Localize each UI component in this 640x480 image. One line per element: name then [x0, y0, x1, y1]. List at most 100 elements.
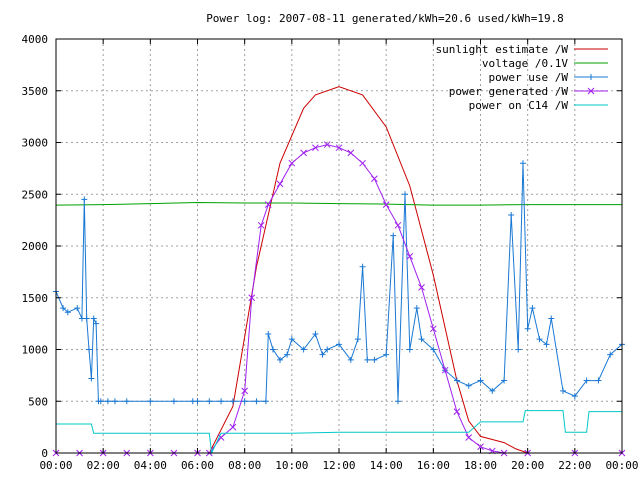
- data-point: [217, 434, 225, 441]
- data-point: [515, 346, 522, 353]
- data-point: [390, 232, 397, 239]
- series-2: [53, 160, 625, 405]
- legend-label: power on C14 /W: [469, 99, 569, 112]
- series-1: [55, 201, 622, 206]
- data-point: [269, 346, 276, 353]
- data-point: [543, 341, 550, 348]
- legend-marker: [588, 74, 594, 80]
- data-point: [406, 252, 414, 260]
- data-point: [536, 336, 543, 343]
- legend-label: sunlight estimate /W: [436, 43, 569, 56]
- data-point: [382, 201, 390, 208]
- series-line: [56, 410, 622, 455]
- data-point: [354, 336, 361, 343]
- x-tick-label: 10:00: [275, 459, 308, 472]
- data-point: [248, 294, 256, 302]
- data-point: [402, 191, 409, 198]
- data-point: [477, 377, 484, 384]
- series-3: [52, 141, 626, 457]
- x-tick-label: 18:00: [464, 459, 497, 472]
- data-point: [262, 398, 269, 405]
- y-tick-label: 2500: [22, 188, 49, 201]
- data-point: [277, 356, 284, 363]
- data-point: [501, 377, 508, 384]
- data-point: [465, 382, 472, 389]
- series-0: [208, 86, 528, 454]
- data-point: [394, 221, 402, 229]
- data-point: [453, 377, 460, 384]
- data-point: [508, 211, 515, 218]
- legend-label: voltage /0.1V: [482, 57, 568, 70]
- data-point: [524, 325, 531, 332]
- data-point: [359, 263, 366, 270]
- data-point: [170, 398, 177, 405]
- data-point: [300, 149, 307, 157]
- data-point: [347, 356, 354, 363]
- data-point: [284, 351, 291, 358]
- data-point: [529, 305, 536, 312]
- data-point: [64, 309, 71, 316]
- axis-ticks: 00:00 02:00 04:00 06:00 08:00 10:00 12:00 14:00…: [22, 33, 639, 472]
- series-line: [208, 86, 528, 454]
- data-point: [288, 336, 295, 343]
- data-point: [418, 284, 425, 291]
- y-tick-label: 3000: [22, 137, 49, 150]
- data-point: [276, 180, 284, 188]
- data-point: [264, 201, 272, 208]
- data-point: [300, 346, 307, 353]
- legend-marker: [587, 87, 595, 95]
- data-point: [218, 398, 225, 405]
- data-point: [241, 387, 249, 395]
- y-tick-label: 500: [28, 395, 48, 408]
- data-point: [560, 387, 567, 394]
- data-point: [90, 315, 97, 322]
- data-point: [288, 159, 296, 167]
- data-point: [229, 398, 236, 405]
- data-point: [413, 305, 420, 312]
- grid-lines: [56, 39, 622, 453]
- y-tick-label: 1500: [22, 292, 49, 305]
- data-point: [123, 398, 130, 405]
- y-tick-label: 1000: [22, 344, 49, 357]
- data-point: [83, 315, 90, 322]
- data-point: [418, 336, 425, 343]
- data-point: [548, 315, 555, 322]
- x-tick-label: 04:00: [134, 459, 167, 472]
- data-point: [81, 196, 88, 203]
- y-tick-label: 2000: [22, 240, 49, 253]
- data-point: [430, 346, 437, 353]
- data-point: [206, 398, 213, 405]
- x-tick-label: 08:00: [228, 459, 261, 472]
- series-layer: [52, 86, 626, 457]
- data-point: [607, 351, 614, 358]
- x-tick-label: 00:00: [605, 459, 638, 472]
- data-point: [147, 398, 154, 405]
- chart-title: Power log: 2007-08-11 generated/kWh=20.6…: [206, 12, 564, 25]
- data-point: [335, 144, 343, 152]
- data-point: [323, 141, 331, 148]
- data-point: [265, 330, 272, 337]
- data-point: [336, 341, 342, 348]
- x-tick-label: 20:00: [511, 459, 544, 472]
- data-point: [347, 149, 355, 157]
- data-point: [359, 159, 366, 167]
- data-point: [371, 175, 378, 183]
- data-point: [111, 398, 118, 405]
- y-tick-label: 4000: [22, 33, 49, 46]
- x-tick-label: 02:00: [87, 459, 120, 472]
- data-point: [229, 423, 237, 431]
- data-point: [383, 351, 390, 358]
- data-point: [477, 443, 484, 451]
- data-point: [104, 398, 111, 405]
- x-tick-label: 14:00: [370, 459, 403, 472]
- data-point: [194, 398, 201, 405]
- data-point: [429, 325, 437, 333]
- data-point: [364, 356, 371, 363]
- data-point: [257, 221, 265, 229]
- data-point: [60, 305, 67, 312]
- data-point: [319, 351, 326, 358]
- data-point: [253, 398, 260, 405]
- data-point: [312, 330, 319, 337]
- legend-label: power use /W: [489, 71, 569, 84]
